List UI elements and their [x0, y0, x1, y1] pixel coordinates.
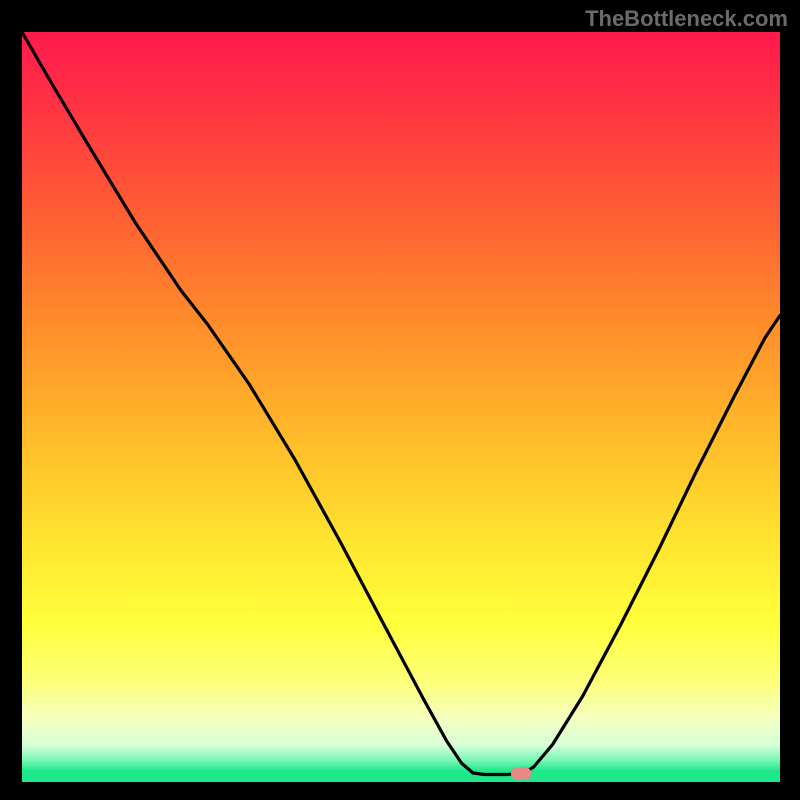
optimum-marker [511, 767, 531, 780]
chart-frame: TheBottleneck.com [0, 0, 800, 800]
bottleneck-curve [22, 32, 780, 782]
curve-path [22, 32, 780, 775]
plot-area [22, 32, 780, 782]
watermark-text: TheBottleneck.com [585, 6, 788, 32]
